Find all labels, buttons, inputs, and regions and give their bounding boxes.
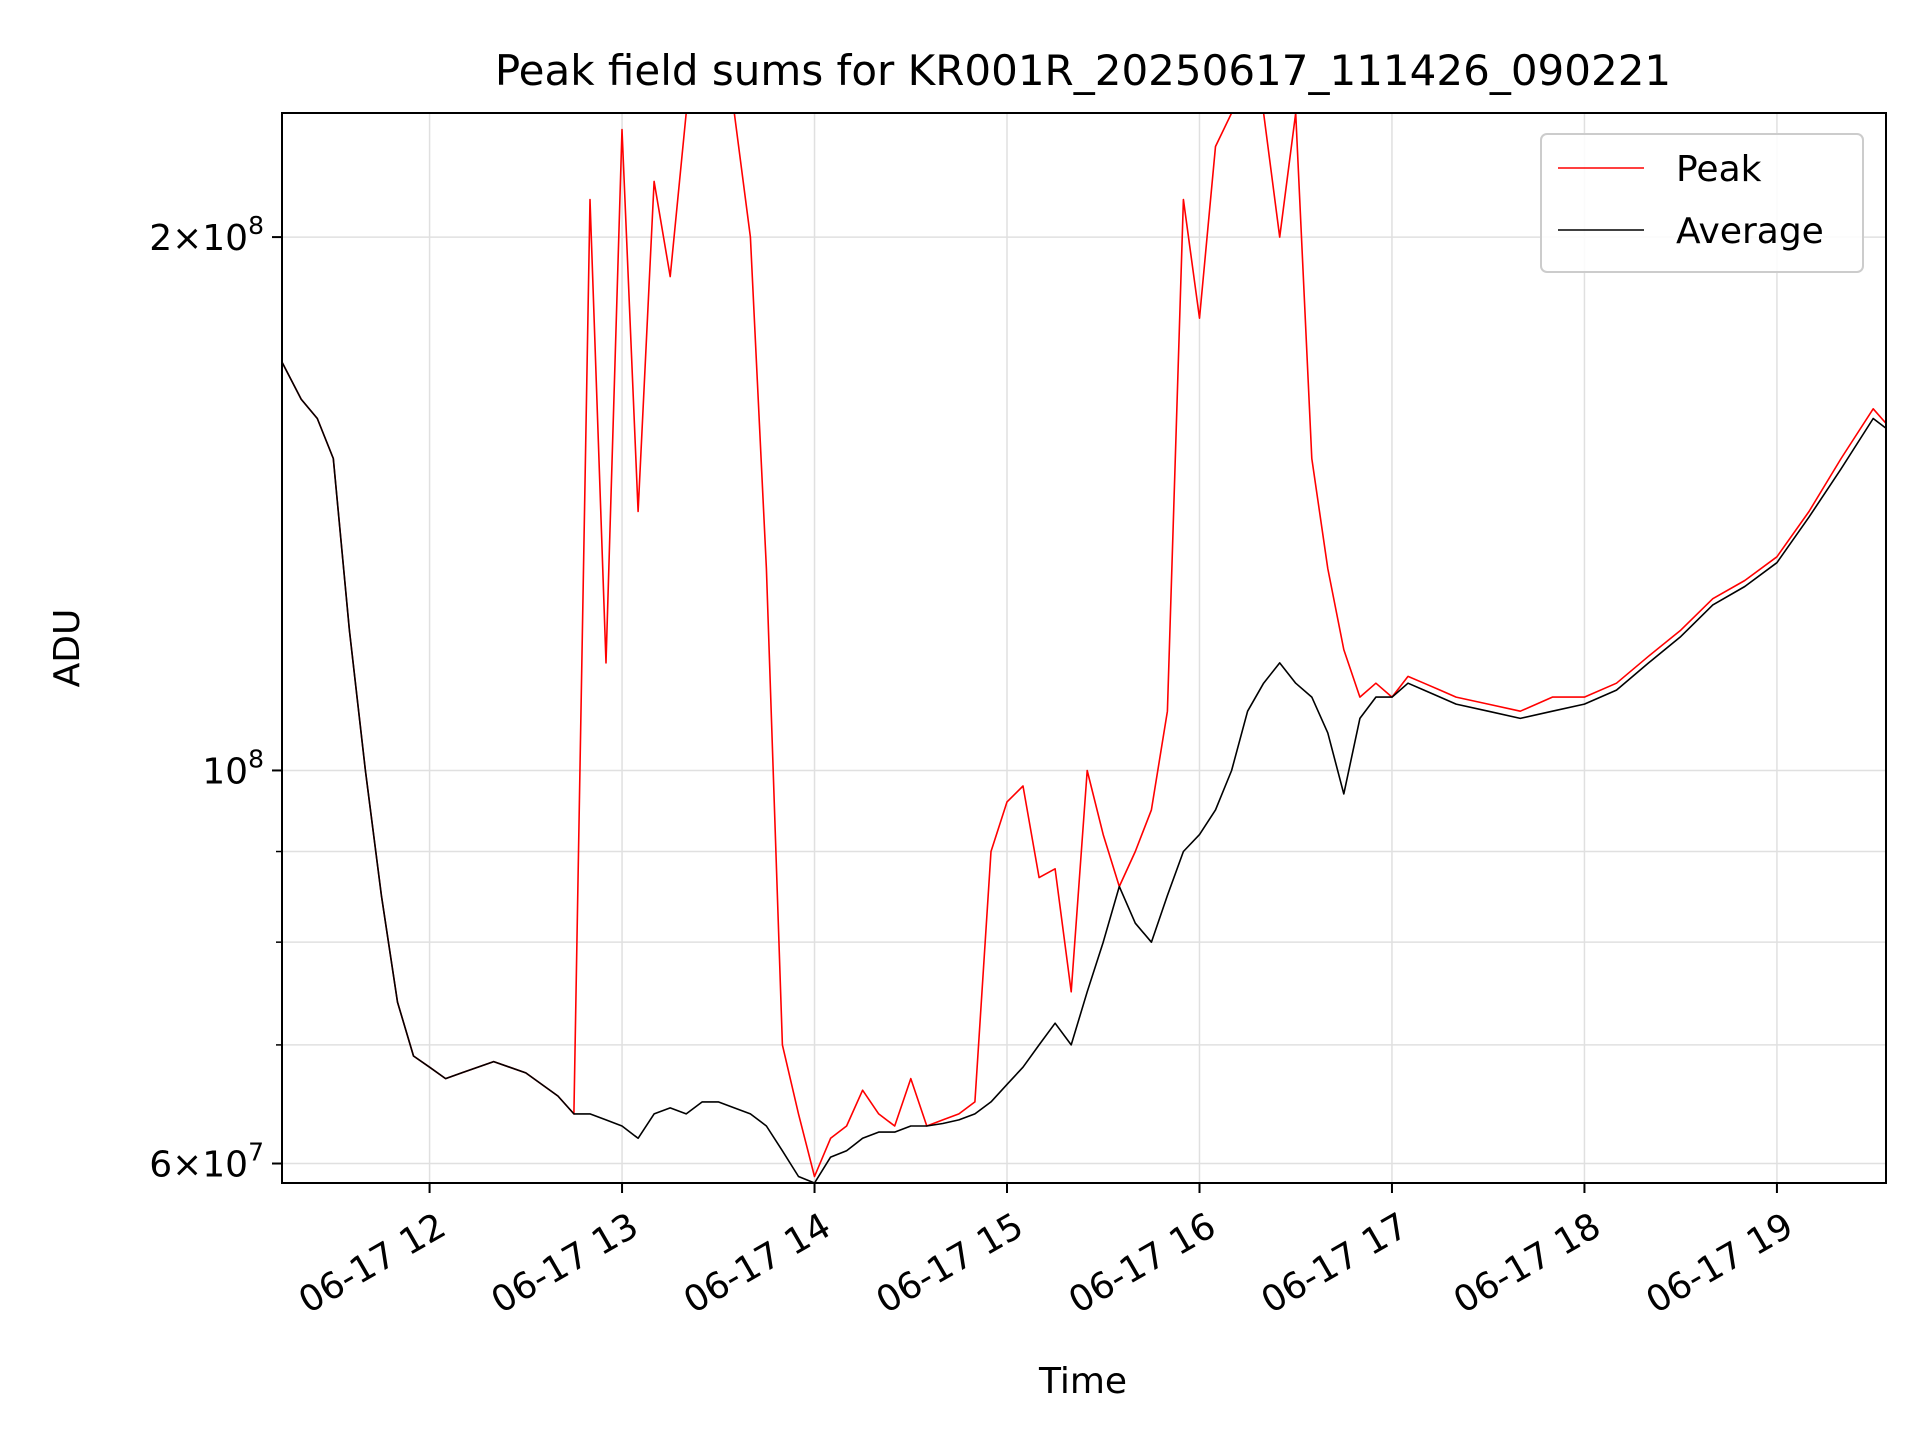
chart-title: Peak field sums for KR001R_20250617_1114… [495,46,1671,95]
series-layer [282,113,1886,1183]
y-axis-ticks: 6×107 108 2×108 [149,211,282,1186]
legend-label-average: Average [1676,211,1824,252]
y-tick-label: 108 [202,744,264,792]
y-tick-label: 2×108 [149,211,264,259]
series-line-average [282,361,1886,1183]
plot-frame [281,112,1887,1184]
legend-label-peak: Peak [1676,149,1762,190]
y-axis-label: ADU [47,609,88,688]
legend: Peak Average [1540,133,1864,273]
y-tick-label: 6×107 [149,1138,264,1186]
grid-lines [282,113,1886,1183]
x-axis-label: Time [1038,1361,1127,1402]
